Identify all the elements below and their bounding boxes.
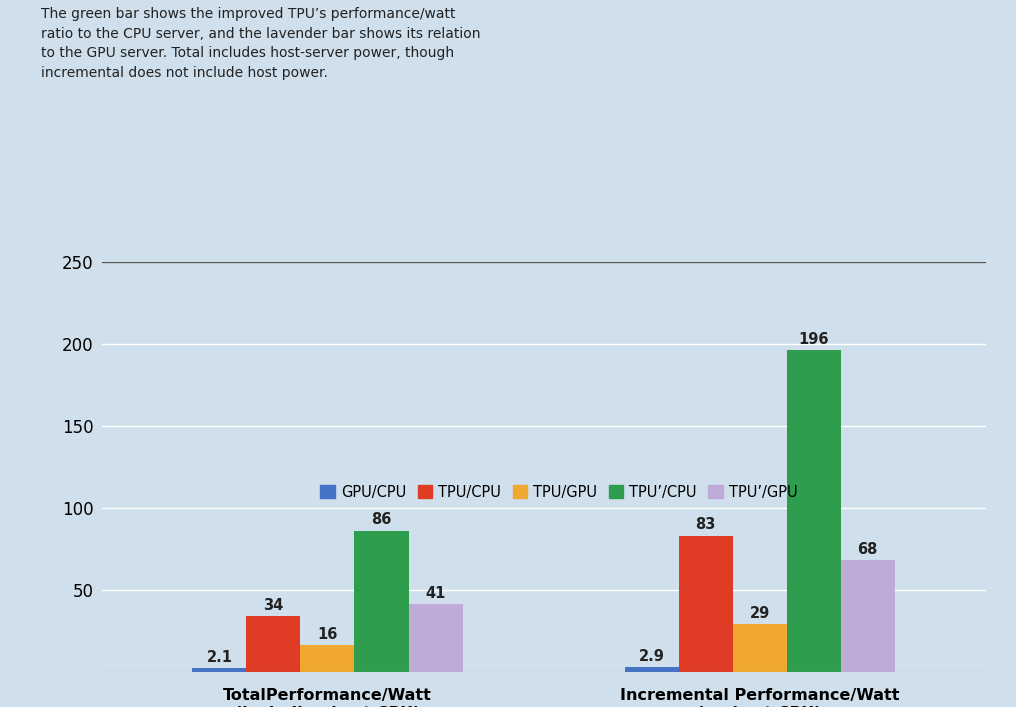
Text: 2.9: 2.9 — [639, 648, 664, 664]
Text: 196: 196 — [799, 332, 829, 347]
Bar — [733, 624, 786, 672]
Text: 16: 16 — [317, 627, 337, 642]
Bar — [625, 667, 679, 672]
Text: 41: 41 — [426, 586, 446, 601]
Text: 86: 86 — [371, 513, 392, 527]
Text: The green bar shows the improved TPU’s performance/watt
ratio to the CPU server,: The green bar shows the improved TPU’s p… — [41, 7, 481, 80]
Bar — [301, 645, 355, 672]
Bar — [679, 535, 733, 672]
Text: 68: 68 — [858, 542, 878, 557]
Bar — [355, 530, 408, 672]
Bar — [786, 350, 840, 672]
Text: 34: 34 — [263, 597, 283, 612]
Text: 83: 83 — [695, 518, 716, 532]
Legend: GPU/CPU, TPU/CPU, TPU/GPU, TPU’/CPU, TPU’/GPU: GPU/CPU, TPU/CPU, TPU/GPU, TPU’/CPU, TPU… — [320, 484, 798, 500]
Bar — [192, 668, 247, 672]
Bar — [408, 604, 462, 672]
Bar — [247, 616, 301, 672]
Bar — [840, 560, 895, 672]
Text: 29: 29 — [750, 606, 770, 621]
Text: 2.1: 2.1 — [206, 650, 233, 665]
